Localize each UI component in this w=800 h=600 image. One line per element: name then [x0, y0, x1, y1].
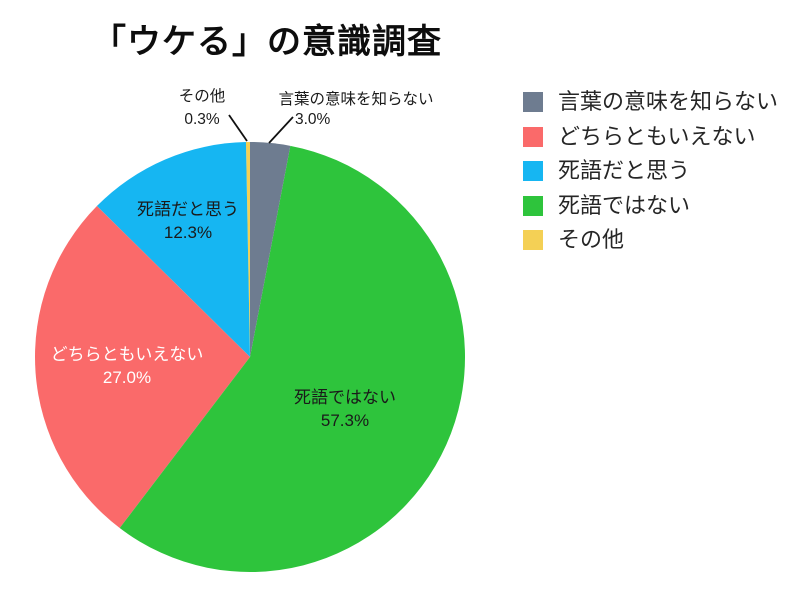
callout-unknown-meaning: 言葉の意味を知らない [278, 88, 433, 111]
legend-swatch [523, 230, 543, 251]
legend-item: 死語だと思う [523, 158, 778, 184]
pie-slice-1 [119, 145, 466, 573]
legend-label: その他 [558, 227, 625, 253]
slice-label-neither-pct: 27.0% [102, 368, 152, 387]
legend-item: どちらともいえない [523, 123, 778, 149]
legend-swatch [523, 195, 543, 216]
callout-other-label: その他 [178, 88, 226, 105]
leader-line-unknown-meaning [268, 116, 294, 144]
legend-label: 死語だと思う [558, 158, 691, 184]
legend-swatch [523, 92, 543, 113]
slice-label-dead-word: 死語だと思う 12.3% [137, 198, 239, 244]
legend-label: どちらともいえない [558, 123, 756, 149]
callout-other-pct: 0.3% [184, 111, 220, 128]
slice-label-neither: どちらともいえない 27.0% [51, 343, 204, 389]
callout-unknown-meaning-label: 言葉の意味を知らない [278, 91, 434, 108]
legend-swatch [523, 126, 543, 147]
legend-item: 死語ではない [523, 192, 778, 218]
leader-line-other [228, 114, 248, 142]
legend-swatch [523, 161, 543, 182]
pie-slice-2 [35, 206, 251, 529]
legend-item: 言葉の意味を知らない [523, 89, 779, 115]
legend-label: 言葉の意味を知らない [558, 89, 779, 115]
callout-other: その他 0.3% [179, 85, 226, 131]
legend: 言葉の意味を知らない どちらともいえない 死語だと思う 死語ではない その他 [523, 89, 779, 265]
slice-label-not-dead-word-pct: 57.3% [320, 411, 370, 430]
legend-item: その他 [523, 227, 778, 253]
legend-label: 死語ではない [558, 192, 691, 218]
slice-label-not-dead-word: 死語ではない 57.3% [294, 386, 396, 432]
pie-slice-4 [245, 142, 250, 357]
slice-label-dead-word-text: 死語だと思う [137, 200, 239, 219]
slice-label-dead-word-pct: 12.3% [163, 223, 213, 242]
chart-title: 「ウケる」の意識調査 [92, 23, 442, 61]
pie-slice-3 [96, 142, 251, 357]
callout-unknown-meaning-pct: 3.0% [295, 111, 331, 128]
slice-label-not-dead-word-text: 死語ではない [294, 388, 396, 407]
slice-label-neither-text: どちらともいえない [50, 345, 204, 364]
pie-slice-0 [250, 142, 291, 357]
